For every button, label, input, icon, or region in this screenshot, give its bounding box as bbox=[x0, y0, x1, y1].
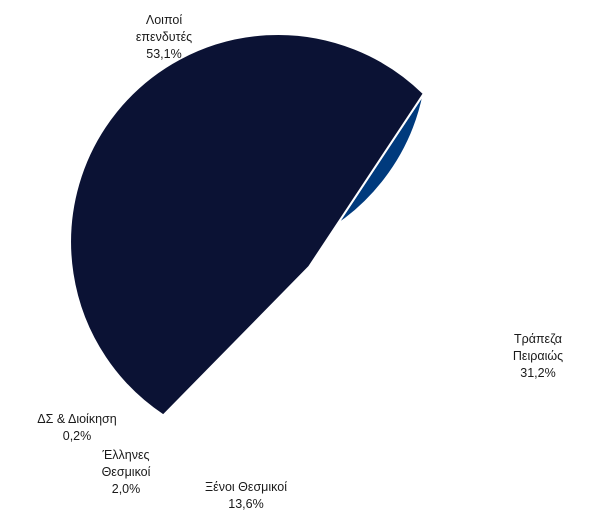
slice-value-label: 0,2% bbox=[62, 429, 92, 443]
slice-label-board-management: ΔΣ & Διοίκηση 0,2% bbox=[22, 411, 132, 445]
slice-value-label: 31,2% bbox=[520, 366, 556, 380]
slice-label-piraeus-bank: Τράπεζα Πειραιώς 31,2% bbox=[493, 331, 583, 382]
slice-label-line: Πειραιώς bbox=[512, 349, 564, 363]
slice-other-investors bbox=[69, 33, 425, 417]
slice-label-line: επενδυτές bbox=[135, 30, 193, 44]
slice-value-label: 2,0% bbox=[111, 482, 141, 496]
slice-value-label: 13,6% bbox=[228, 497, 264, 511]
slice-label-line: ΔΣ & Διοίκηση bbox=[37, 412, 117, 426]
slice-label-line: Λοιποί bbox=[145, 13, 183, 27]
slice-label-line: Έλληνες bbox=[102, 448, 150, 462]
slice-label-line: Θεσμικοί bbox=[101, 465, 151, 479]
slice-label-foreign-institutional: Ξένοι Θεσμικοί 13,6% bbox=[186, 479, 306, 513]
slice-label-line: Ξένοι Θεσμικοί bbox=[205, 480, 287, 494]
slice-value-label: 53,1% bbox=[146, 47, 182, 61]
slice-label-greek-institutional: Έλληνες Θεσμικοί 2,0% bbox=[86, 447, 166, 498]
slice-label-line: Τράπεζα bbox=[513, 332, 563, 346]
slice-label-other-investors: Λοιποί επενδυτές 53,1% bbox=[104, 12, 224, 63]
